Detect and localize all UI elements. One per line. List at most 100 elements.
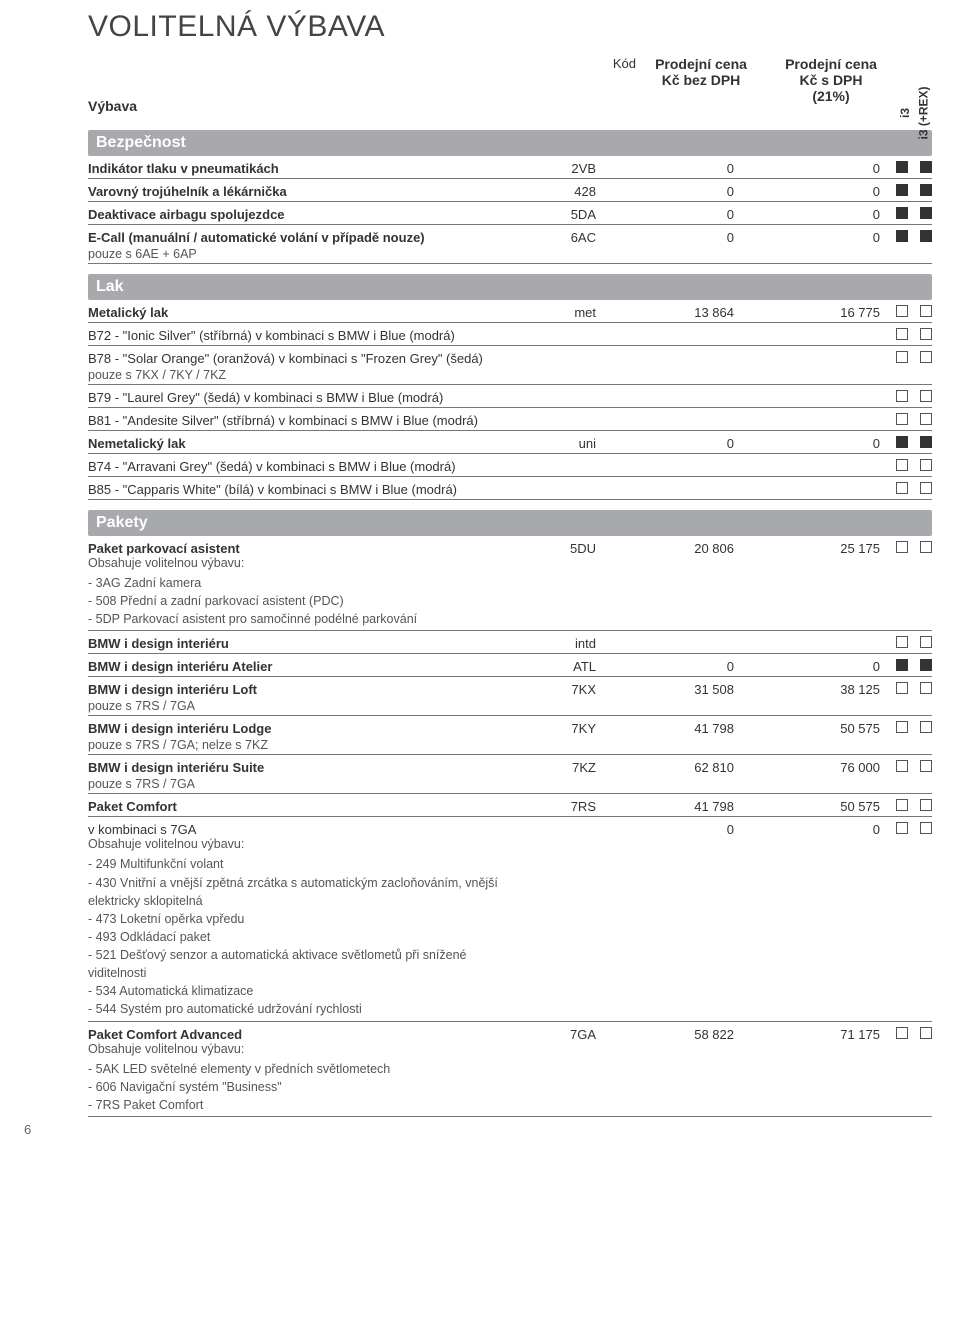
item-code: met (506, 305, 604, 320)
option-icon (920, 351, 932, 363)
option-icon (896, 482, 908, 494)
standard-icon (920, 184, 932, 196)
table-row: E-Call (manuální / automatické volání v … (88, 225, 932, 264)
section-packages: Pakety (88, 510, 932, 536)
section-safety: Bezpečnost (88, 130, 932, 156)
head-variant-i3: i3 (896, 56, 914, 120)
item-code: 7KY (506, 721, 604, 736)
option-icon (896, 413, 908, 425)
availability-marks (896, 207, 932, 219)
item-name: Deaktivace airbagu spolujezdce (88, 207, 498, 222)
item-code: 7KX (506, 682, 604, 697)
page-title: VOLITELNÁ VÝBAVA (88, 10, 932, 44)
list-item: - 508 Přední a zadní parkovací asistent … (88, 592, 498, 610)
availability-marks (896, 760, 932, 772)
option-icon (896, 1027, 908, 1039)
list-item: - 544 Systém pro automatické udržování r… (88, 1000, 498, 1018)
item-name: Varovný trojúhelník a lékárnička (88, 184, 498, 199)
availability-marks (896, 799, 932, 811)
list-item: - 606 Navigační systém "Business" (88, 1078, 498, 1096)
list-item: - 521 Dešťový senzor a automatická aktiv… (88, 946, 498, 982)
option-icon (896, 822, 908, 834)
item-note: pouze s 7RS / 7GA; nelze s 7KZ (88, 738, 498, 752)
option-icon (920, 328, 932, 340)
standard-icon (896, 184, 908, 196)
item-name: E-Call (manuální / automatické volání v … (88, 230, 498, 245)
item-name: Paket parkovací asistent (88, 541, 498, 556)
item-name: Indikátor tlaku v pneumatikách (88, 161, 498, 176)
table-row: BMW i design interiéru AtelierATL00 (88, 654, 932, 677)
availability-marks (896, 390, 932, 402)
availability-marks (896, 659, 932, 671)
item-name: B72 - "Ionic Silver" (stříbrná) v kombin… (88, 328, 498, 343)
item-name: BMW i design interiéru Atelier (88, 659, 498, 674)
item-code: 5DU (506, 541, 604, 556)
item-name: BMW i design interiéru (88, 636, 498, 651)
table-row: Deaktivace airbagu spolujezdce5DA00 (88, 202, 932, 225)
price-with-vat: 76 000 (750, 760, 896, 775)
table-row: Paket parkovací asistentObsahuje volitel… (88, 536, 932, 631)
standard-icon (896, 207, 908, 219)
list-item: - 5DP Parkovací asistent pro samočinné p… (88, 610, 498, 628)
price-no-vat: 41 798 (604, 799, 750, 814)
availability-marks (896, 305, 932, 317)
list-item: - 534 Automatická klimatizace (88, 982, 498, 1000)
availability-marks (896, 721, 932, 733)
availability-marks (896, 328, 932, 340)
availability-marks (896, 413, 932, 425)
option-icon (896, 351, 908, 363)
table-row: Varovný trojúhelník a lékárnička42800 (88, 179, 932, 202)
list-item: - 3AG Zadní kamera (88, 574, 498, 592)
price-with-vat: 0 (750, 161, 896, 176)
item-name: BMW i design interiéru Suite (88, 760, 498, 775)
price-no-vat: 0 (604, 184, 750, 199)
list-item: - 473 Loketní opěrka vpředu (88, 910, 498, 928)
table-row: BMW i design interiéru Lodge pouze s 7RS … (88, 716, 932, 755)
item-name: v kombinaci s 7GA (88, 822, 498, 837)
price-no-vat: 13 864 (604, 305, 750, 320)
includes-label: Obsahuje volitelnou výbavu: (88, 556, 498, 570)
section-paint: Lak (88, 274, 932, 300)
price-with-vat: 0 (750, 659, 896, 674)
item-name: Paket Comfort Advanced (88, 1027, 498, 1042)
price-no-vat: 31 508 (604, 682, 750, 697)
option-icon (920, 822, 932, 834)
item-name: B74 - "Arravani Grey" (šedá) v kombinaci… (88, 459, 498, 474)
standard-icon (920, 659, 932, 671)
standard-icon (896, 161, 908, 173)
price-with-vat: 38 125 (750, 682, 896, 697)
option-icon (920, 541, 932, 553)
table-row: Nemetalický lakuni00 (88, 431, 932, 454)
availability-marks (896, 436, 932, 448)
includes-list: - 5AK LED světelné elementy v předních s… (88, 1060, 498, 1114)
list-item: - 249 Multifunkční volant (88, 855, 498, 873)
option-icon (920, 1027, 932, 1039)
price-no-vat: 0 (604, 230, 750, 245)
head-label: Výbava (88, 98, 613, 114)
option-icon (896, 541, 908, 553)
table-row: Metalický lakmet13 86416 775 (88, 300, 932, 323)
list-item: - 7RS Paket Comfort (88, 1096, 498, 1114)
price-with-vat: 50 575 (750, 721, 896, 736)
head-variant-i3rex: i3 (+REX) (914, 56, 932, 120)
head-price-novat: Prodejní cenaKč bez DPH (636, 56, 766, 120)
price-no-vat: 41 798 (604, 721, 750, 736)
includes-label: Obsahuje volitelnou výbavu: (88, 1042, 498, 1056)
option-icon (896, 305, 908, 317)
item-note: pouze s 7RS / 7GA (88, 699, 498, 713)
standard-icon (920, 161, 932, 173)
price-no-vat: 58 822 (604, 1027, 750, 1042)
price-no-vat: 62 810 (604, 760, 750, 775)
option-icon (920, 682, 932, 694)
availability-marks (896, 184, 932, 196)
item-code: uni (506, 436, 604, 451)
item-code: 428 (506, 184, 604, 199)
item-name: BMW i design interiéru Lodge (88, 721, 498, 736)
option-icon (896, 799, 908, 811)
item-name: Metalický lak (88, 305, 498, 320)
availability-marks (896, 230, 932, 242)
item-code: ATL (506, 659, 604, 674)
option-icon (920, 799, 932, 811)
price-with-vat: 25 175 (750, 541, 896, 556)
list-item: - 430 Vnitřní a vnější zpětná zrcátka s … (88, 874, 498, 910)
